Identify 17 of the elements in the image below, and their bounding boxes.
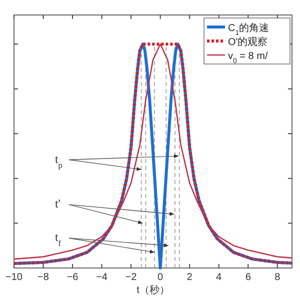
x-tick-label: −6 bbox=[66, 272, 79, 283]
x-tick-label: 8 bbox=[274, 272, 281, 283]
x-tick-label: −4 bbox=[96, 272, 108, 283]
legend-label: O'的观察 bbox=[228, 36, 268, 48]
x-axis-title: t（秒） bbox=[136, 284, 170, 296]
annotation: t' bbox=[54, 196, 60, 211]
x-tick-label: 4 bbox=[216, 272, 222, 283]
x-tick-label: 0 bbox=[158, 272, 164, 283]
annotation: t$_{f}$ bbox=[54, 230, 62, 248]
x-tick-label: 2 bbox=[186, 272, 193, 283]
x-tick-label: 6 bbox=[245, 272, 252, 283]
x-tick-label: −2 bbox=[125, 272, 138, 283]
x-tick-label: −8 bbox=[38, 272, 50, 283]
legend-label: C$_{1}$的角速 bbox=[228, 22, 270, 36]
legend-label: v$_{0}$ = 8 m/ bbox=[228, 51, 268, 64]
x-tick-label: −10 bbox=[6, 272, 23, 283]
annotation: t$_{p}$ bbox=[54, 152, 62, 170]
